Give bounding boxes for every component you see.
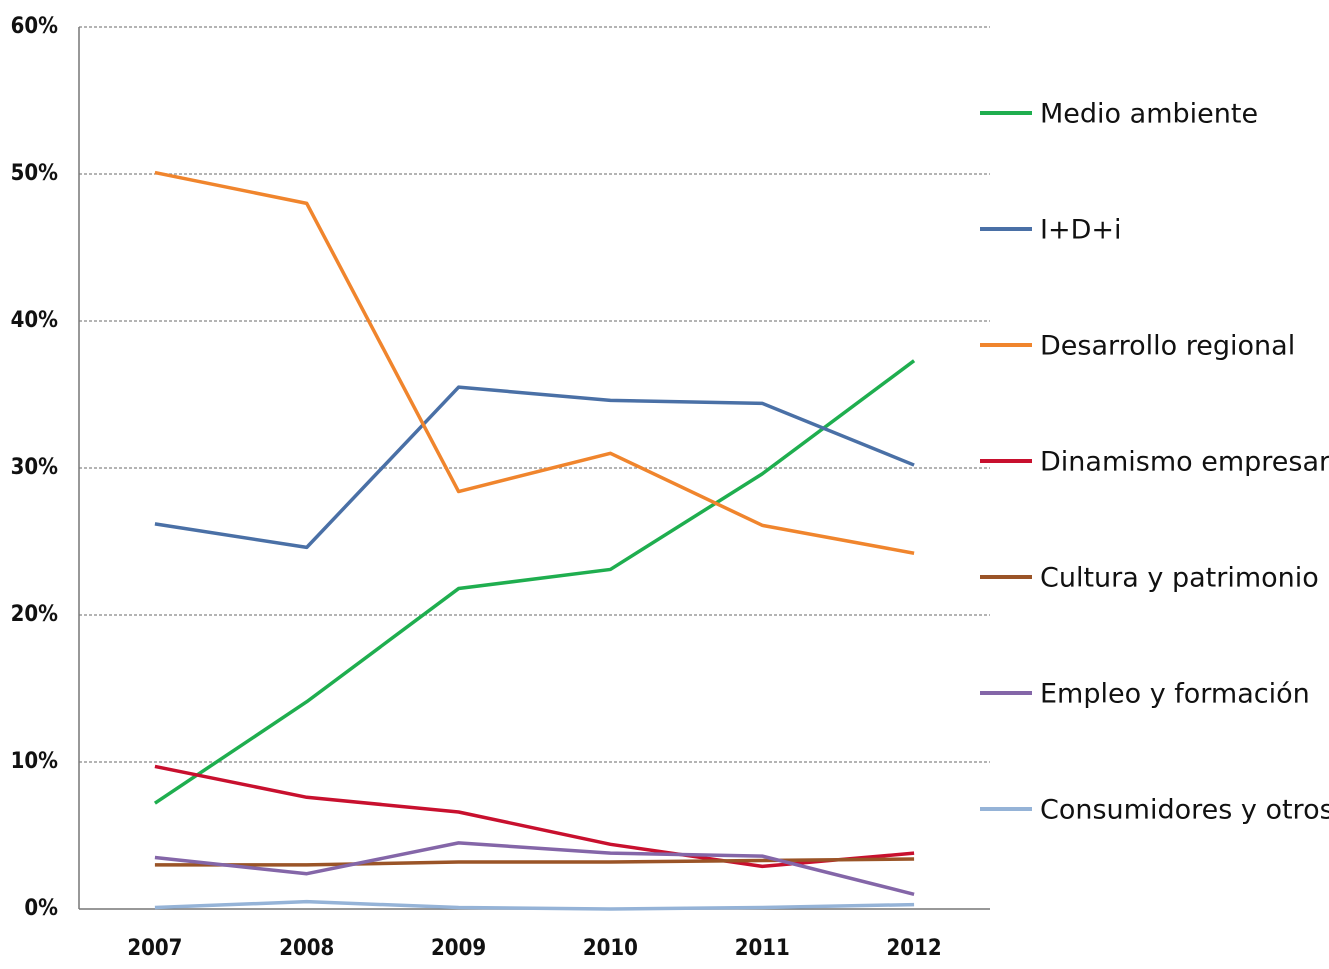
x-tick-label: 2011	[735, 936, 790, 961]
series-line	[154, 170, 915, 555]
legend-label: Desarrollo regional	[1040, 331, 1295, 362]
y-tick-label: 10%	[11, 749, 59, 774]
legend-label: Dinamismo empresarial	[1040, 447, 1329, 478]
series-line	[154, 385, 915, 550]
x-tick-label: 2008	[279, 936, 334, 961]
legend-label: I+D+i	[1040, 215, 1122, 246]
legend-label: Cultura y patrimonio	[1040, 563, 1319, 594]
legend-label: Medio ambiente	[1040, 99, 1258, 130]
y-tick-label: 60%	[11, 14, 59, 39]
series-line	[154, 857, 915, 867]
series-line	[154, 764, 915, 869]
series-line	[153, 359, 916, 805]
legend-label: Consumidores y otros	[1040, 795, 1329, 826]
x-tick-label: 2009	[431, 936, 486, 961]
series-line	[154, 899, 915, 911]
y-tick-label: 40%	[11, 308, 59, 333]
y-tick-label: 50%	[11, 161, 59, 186]
y-tick-label: 20%	[11, 602, 59, 627]
y-tick-label: 30%	[11, 455, 59, 480]
x-tick-label: 2010	[583, 936, 638, 961]
series-line	[154, 841, 915, 896]
x-tick-label: 2012	[887, 936, 942, 961]
legend-label: Empleo y formación	[1040, 679, 1310, 710]
y-tick-label: 0%	[24, 896, 58, 921]
x-tick-label: 2007	[127, 936, 182, 961]
